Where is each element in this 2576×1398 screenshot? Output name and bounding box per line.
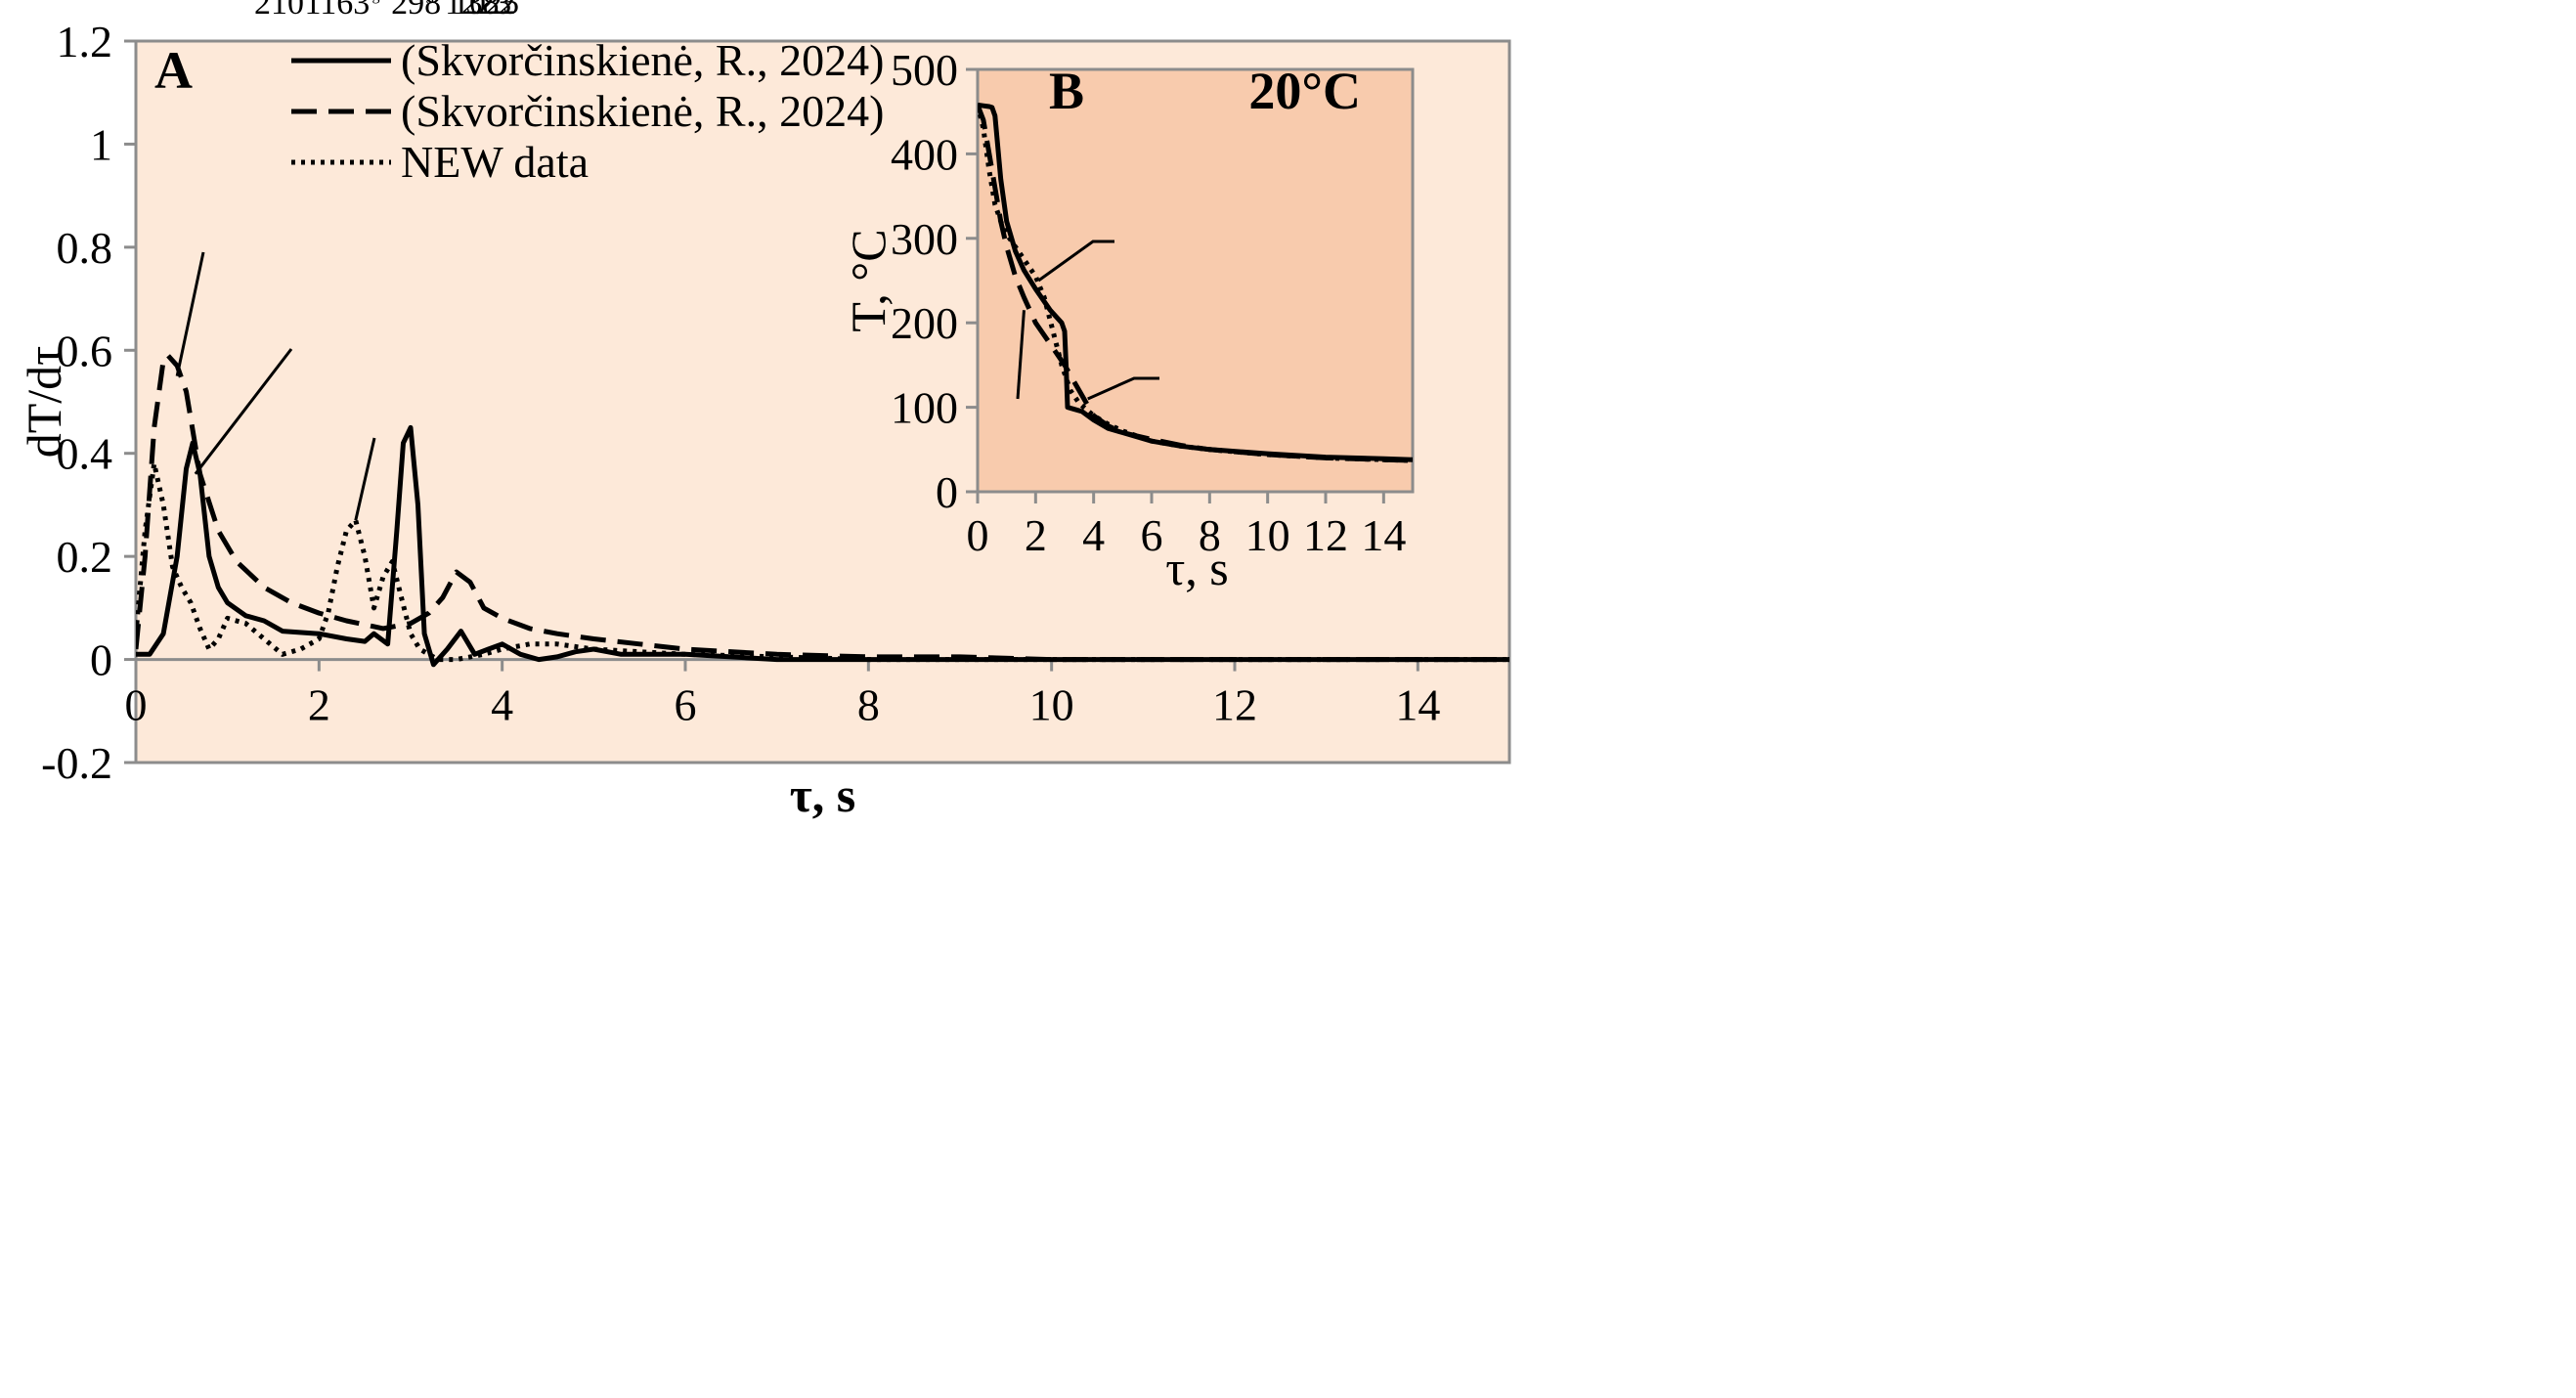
x-tick-label: 4 (1082, 510, 1105, 560)
x-tick-label: 2 (1025, 510, 1047, 560)
series-line-dashed (136, 353, 1509, 663)
y-tick-label: 200 (891, 298, 958, 348)
legend-label: (Skvorčinskienė, R., 2024) (401, 86, 884, 136)
text: Al-TiO382 (420, 0, 516, 22)
y-tick-label: -0.2 (41, 738, 112, 788)
x-tick-label: 14 (1361, 510, 1406, 560)
inset-temperature-title: 20°C (1248, 62, 1361, 120)
x-tick-label: 0 (967, 510, 989, 560)
text: Al1025 (437, 0, 519, 22)
x-tick-label: 8 (1199, 510, 1221, 560)
inset-x-axis-title: τ, s (1165, 541, 1229, 595)
inset-leader-tio2 (1037, 240, 1114, 283)
legend: (Skvorčinskienė, R., 2024)(Skvorčinskien… (291, 35, 884, 187)
x-tick-label: 14 (1395, 680, 1440, 730)
x-tick-label: 12 (1303, 510, 1348, 560)
annotation-leader-line (194, 348, 293, 475)
y-tick-label: 500 (891, 45, 958, 95)
text: Al-TiO1163 (259, 0, 370, 22)
y-tick-label: 0 (90, 635, 112, 685)
annotation-leader-line (354, 437, 376, 521)
y-tick-label: 100 (891, 383, 958, 433)
x-tick-label: 12 (1212, 680, 1257, 730)
x-tick-label: 8 (857, 680, 880, 730)
y-tick-label: 1.2 (57, 17, 113, 66)
legend-label: NEW data (401, 137, 589, 187)
inset-y-axis-title: T, °C (841, 229, 895, 331)
y-tick-label: 0.8 (57, 223, 113, 273)
x-axis-title: τ, s (790, 767, 856, 822)
x-tick-label: 10 (1245, 510, 1290, 560)
inset-leader-mgo (1087, 376, 1159, 401)
series-line-dotted (136, 460, 1509, 663)
y-tick-label: 0 (936, 467, 958, 517)
y-tick-label: 0.6 (57, 326, 113, 375)
y-tick-label: 400 (891, 129, 958, 179)
text: Al210 (239, 0, 304, 22)
y-tick-label: 0.4 (57, 429, 113, 479)
text: Al-MgO1223 (391, 0, 511, 22)
y-axis-title: dT/dτ (17, 346, 71, 459)
x-tick-label: 6 (1141, 510, 1163, 560)
series-line-dotted (978, 104, 1413, 463)
panel-letter-b: B (1049, 62, 1084, 120)
y-tick-label: 0.2 (57, 532, 113, 582)
x-tick-label: 6 (675, 680, 697, 730)
x-tick-label: 10 (1029, 680, 1074, 730)
x-tick-label: 4 (491, 680, 513, 730)
annotation-leader-line (175, 251, 205, 376)
panel-letter-a: A (154, 41, 193, 100)
inset-leader-al (1016, 310, 1026, 400)
x-tick-label: 2 (308, 680, 330, 730)
legend-label: (Skvorčinskienė, R., 2024) (401, 35, 884, 85)
inset-plot-area (976, 67, 1415, 494)
x-tick-label: 0 (125, 680, 148, 730)
y-tick-label: 1 (90, 119, 112, 169)
y-tick-label: 300 (891, 214, 958, 264)
text: Al-MgO298 (337, 0, 441, 22)
